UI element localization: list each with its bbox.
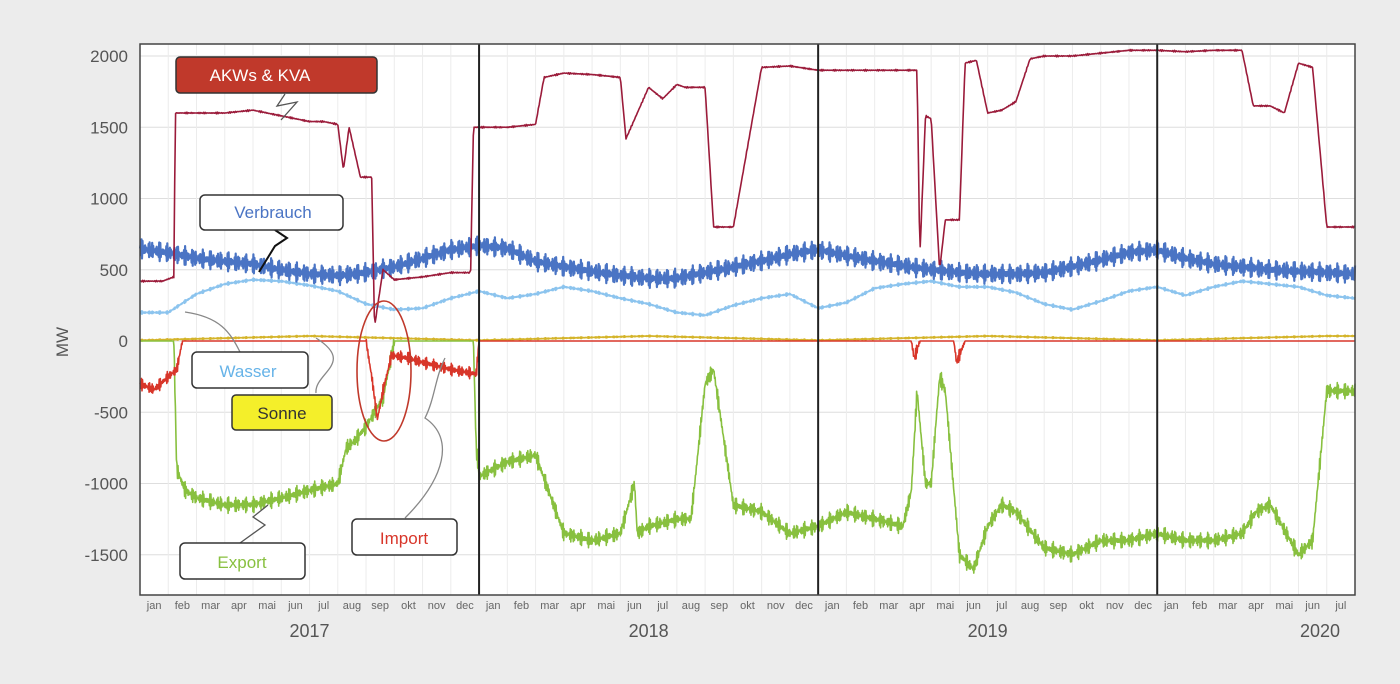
month-tick-label: apr bbox=[1248, 600, 1264, 612]
month-tick-label: jul bbox=[317, 600, 329, 612]
month-tick-label: aug bbox=[682, 600, 700, 612]
month-tick-label: mar bbox=[1218, 600, 1237, 612]
export-label-box bbox=[179, 542, 306, 580]
y-tick-label: -500 bbox=[94, 403, 128, 422]
month-tick-label: nov bbox=[428, 600, 446, 612]
month-tick-label: jul bbox=[1334, 600, 1346, 612]
month-tick-label: mai bbox=[936, 600, 954, 612]
y-tick-label: 1000 bbox=[90, 190, 128, 209]
import-connector bbox=[404, 357, 446, 519]
month-tick-label: jan bbox=[485, 600, 501, 612]
series-line-akws-kva bbox=[139, 48, 1356, 323]
y-tick-label: 500 bbox=[100, 261, 128, 280]
year-label: 2017 bbox=[290, 621, 330, 641]
series-group bbox=[138, 48, 1357, 574]
series-line-export bbox=[139, 338, 1356, 574]
y-tick-label: 2000 bbox=[90, 47, 128, 66]
month-tick-label: mai bbox=[597, 600, 615, 612]
month-tick-label: jun bbox=[626, 600, 642, 612]
month-tick-label: mai bbox=[258, 600, 276, 612]
month-tick-label: apr bbox=[231, 600, 247, 612]
month-tick-label: aug bbox=[343, 600, 361, 612]
month-tick-label: feb bbox=[853, 600, 868, 612]
export-label: Export bbox=[217, 553, 266, 572]
verbrauch-connector bbox=[258, 229, 289, 273]
month-tick-label: feb bbox=[1192, 600, 1207, 612]
sonne-label-box bbox=[231, 394, 333, 431]
month-tick-label: jun bbox=[287, 600, 303, 612]
month-tick-label: nov bbox=[767, 600, 785, 612]
month-tick-label: dec bbox=[456, 600, 474, 612]
wasser-connector bbox=[184, 311, 241, 353]
month-tick-label: mar bbox=[201, 600, 220, 612]
month-tick-label: mai bbox=[1275, 600, 1293, 612]
verbrauch-label-box bbox=[199, 194, 344, 231]
series-line-import bbox=[139, 338, 1356, 421]
wasser-label-box bbox=[191, 351, 309, 389]
year-label: 2019 bbox=[968, 621, 1008, 641]
grid-lines bbox=[139, 44, 1356, 595]
import-label-box bbox=[351, 518, 458, 556]
import-label: Import bbox=[380, 529, 428, 548]
month-tick-label: sep bbox=[710, 600, 728, 612]
x-tick-labels: jan feb mar apr mai jun jul aug sep okt nov dec jan f… bbox=[146, 600, 1347, 612]
export-connector bbox=[239, 504, 269, 544]
akw-connector bbox=[275, 93, 299, 121]
month-tick-label: jan bbox=[824, 600, 840, 612]
month-tick-label: sep bbox=[1049, 600, 1067, 612]
sonne-label: Sonne bbox=[257, 404, 306, 423]
plot-frame bbox=[139, 43, 1356, 596]
year-label: 2018 bbox=[629, 621, 669, 641]
month-tick-label: jun bbox=[965, 600, 981, 612]
month-tick-label: mar bbox=[879, 600, 898, 612]
month-tick-label: jan bbox=[1163, 600, 1179, 612]
month-tick-label: okt bbox=[1079, 600, 1094, 612]
akw-label-box bbox=[175, 56, 378, 94]
y-axis-label: MW bbox=[53, 327, 72, 357]
plot-background bbox=[140, 44, 1355, 595]
y-tick-labels: 2000 1500 1000 500 0 -500 -1000 -1500 bbox=[85, 47, 128, 565]
month-tick-label: jun bbox=[1304, 600, 1320, 612]
sonne-connector bbox=[315, 337, 334, 394]
series-line-wasser bbox=[139, 277, 1356, 318]
month-tick-label: apr bbox=[570, 600, 586, 612]
wasser-label: Wasser bbox=[220, 362, 277, 381]
month-tick-label: jan bbox=[146, 600, 162, 612]
annotations: AKWs & KVA Verbrauch Wasser Sonne Import… bbox=[175, 56, 458, 580]
series-line-verbrauch bbox=[138, 235, 1357, 290]
y-tick-label: 0 bbox=[119, 332, 128, 351]
year-label: 2020 bbox=[1300, 621, 1340, 641]
month-tick-label: feb bbox=[175, 600, 190, 612]
month-tick-label: okt bbox=[740, 600, 755, 612]
import-highlight-circle bbox=[356, 300, 412, 442]
month-tick-label: mar bbox=[540, 600, 559, 612]
akw-label: AKWs & KVA bbox=[210, 66, 311, 85]
y-tick-label: 1500 bbox=[90, 118, 128, 137]
verbrauch-label: Verbrauch bbox=[234, 203, 312, 222]
month-tick-label: dec bbox=[1134, 600, 1152, 612]
month-tick-label: dec bbox=[795, 600, 813, 612]
year-labels: 2017 2018 2019 2020 bbox=[290, 621, 1341, 641]
month-tick-label: apr bbox=[909, 600, 925, 612]
month-tick-label: nov bbox=[1106, 600, 1124, 612]
y-tick-label: -1500 bbox=[85, 546, 128, 565]
month-tick-label: feb bbox=[514, 600, 529, 612]
month-tick-label: aug bbox=[1021, 600, 1039, 612]
month-tick-label: okt bbox=[401, 600, 416, 612]
month-tick-label: jul bbox=[995, 600, 1007, 612]
y-tick-label: -1000 bbox=[85, 475, 128, 494]
month-tick-label: sep bbox=[371, 600, 389, 612]
year-separators bbox=[478, 44, 1159, 595]
month-tick-label: jul bbox=[656, 600, 668, 612]
series-line-sonne bbox=[139, 334, 1356, 342]
